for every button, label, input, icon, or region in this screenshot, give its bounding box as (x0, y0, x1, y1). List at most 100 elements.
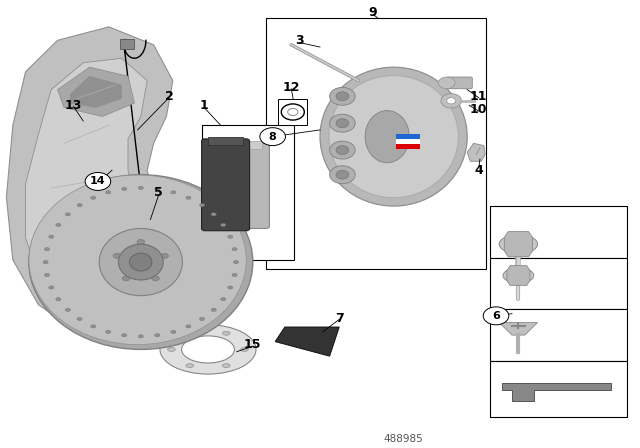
Circle shape (330, 114, 355, 132)
Text: 9: 9 (369, 6, 378, 19)
Polygon shape (467, 143, 485, 161)
Circle shape (336, 170, 349, 179)
Ellipse shape (232, 248, 237, 251)
Ellipse shape (320, 67, 467, 206)
Polygon shape (499, 323, 538, 335)
Ellipse shape (155, 334, 160, 337)
Text: 14: 14 (90, 177, 106, 186)
Circle shape (282, 104, 305, 120)
Bar (278, 99, 307, 125)
Text: 5: 5 (154, 186, 163, 199)
Ellipse shape (160, 325, 256, 374)
Polygon shape (507, 266, 530, 285)
Ellipse shape (113, 254, 121, 258)
Ellipse shape (138, 335, 143, 338)
Ellipse shape (43, 260, 48, 263)
Ellipse shape (77, 204, 82, 207)
Polygon shape (6, 27, 173, 332)
Ellipse shape (186, 196, 191, 199)
Polygon shape (141, 314, 179, 340)
Ellipse shape (499, 235, 538, 254)
Polygon shape (275, 327, 339, 356)
Ellipse shape (223, 364, 230, 368)
Ellipse shape (186, 364, 194, 368)
Circle shape (336, 146, 349, 155)
Circle shape (336, 119, 349, 128)
Text: 1: 1 (200, 99, 209, 112)
Ellipse shape (365, 111, 410, 163)
Ellipse shape (49, 235, 54, 238)
Text: 11: 11 (470, 90, 488, 103)
Text: 10: 10 (470, 103, 488, 116)
Text: 488985: 488985 (383, 434, 423, 444)
Ellipse shape (49, 286, 54, 289)
Ellipse shape (152, 276, 159, 281)
Ellipse shape (186, 325, 191, 328)
Ellipse shape (211, 308, 216, 311)
Circle shape (441, 94, 461, 108)
Text: 2: 2 (164, 90, 173, 103)
Bar (490, 361, 627, 417)
Bar (490, 309, 627, 361)
Ellipse shape (211, 213, 216, 216)
Polygon shape (502, 383, 611, 401)
Circle shape (330, 87, 355, 105)
Ellipse shape (186, 331, 194, 335)
Ellipse shape (65, 308, 70, 311)
Ellipse shape (65, 213, 70, 216)
Circle shape (330, 141, 355, 159)
Bar (208, 137, 243, 145)
Ellipse shape (241, 348, 248, 351)
Ellipse shape (329, 76, 458, 198)
Bar (396, 134, 420, 139)
Circle shape (438, 77, 455, 89)
Ellipse shape (232, 273, 237, 276)
Ellipse shape (200, 204, 205, 207)
Ellipse shape (137, 239, 145, 244)
Bar (225, 141, 262, 149)
Ellipse shape (106, 191, 111, 194)
Ellipse shape (138, 186, 143, 190)
Text: 4: 4 (474, 164, 483, 177)
Ellipse shape (99, 228, 182, 296)
Ellipse shape (221, 297, 226, 301)
Ellipse shape (155, 187, 160, 190)
Ellipse shape (56, 297, 61, 301)
Text: 6: 6 (492, 311, 500, 321)
Text: 3: 3 (295, 34, 304, 47)
Ellipse shape (91, 325, 96, 328)
Ellipse shape (130, 253, 152, 271)
Ellipse shape (118, 244, 163, 280)
Circle shape (288, 108, 298, 116)
Bar (490, 206, 627, 258)
FancyBboxPatch shape (218, 143, 269, 228)
Ellipse shape (161, 254, 168, 258)
Ellipse shape (223, 331, 230, 335)
Text: 12: 12 (282, 81, 300, 94)
Ellipse shape (29, 175, 246, 345)
Bar (490, 258, 627, 309)
Ellipse shape (171, 191, 176, 194)
Ellipse shape (91, 196, 96, 199)
Ellipse shape (228, 286, 233, 289)
Polygon shape (58, 67, 134, 116)
Ellipse shape (171, 330, 176, 333)
Ellipse shape (234, 260, 239, 263)
Ellipse shape (45, 248, 50, 251)
Bar (396, 139, 420, 144)
Ellipse shape (106, 330, 111, 333)
Ellipse shape (221, 224, 226, 227)
Circle shape (85, 172, 111, 190)
Ellipse shape (122, 334, 127, 337)
Ellipse shape (503, 268, 534, 283)
Bar (266, 18, 486, 269)
Ellipse shape (77, 317, 82, 320)
Ellipse shape (228, 235, 233, 238)
Polygon shape (504, 232, 532, 257)
Polygon shape (70, 76, 122, 108)
Text: 15: 15 (244, 338, 262, 352)
Ellipse shape (56, 224, 61, 227)
Text: 13: 13 (65, 99, 83, 112)
Ellipse shape (122, 276, 130, 281)
Circle shape (483, 307, 509, 325)
